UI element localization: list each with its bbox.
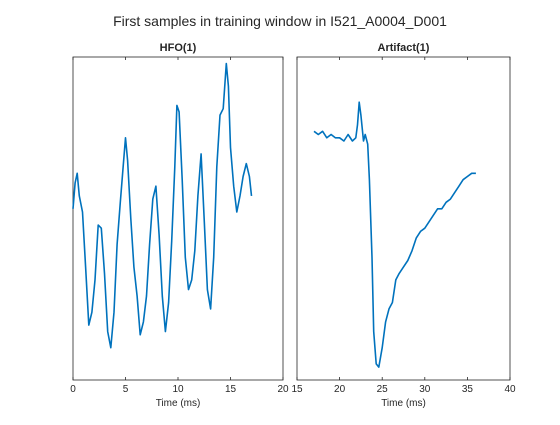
x-tick-label: 25 bbox=[377, 384, 389, 395]
x-tick-label: 40 bbox=[504, 384, 516, 395]
x-tick-label: 20 bbox=[334, 384, 346, 395]
series-line bbox=[72, 62, 253, 349]
x-tick-label: 30 bbox=[419, 384, 431, 395]
x-axis-label: Time (ms) bbox=[156, 398, 201, 409]
x-tick-label: 15 bbox=[225, 384, 237, 395]
subplot-title: Artifact(1) bbox=[378, 42, 430, 54]
series-line bbox=[313, 101, 476, 368]
axes-box bbox=[296, 56, 511, 381]
subplot-title: HFO(1) bbox=[160, 42, 197, 54]
figure-title: First samples in training window in I521… bbox=[113, 13, 447, 29]
axes-box bbox=[72, 56, 284, 381]
x-tick-label: 0 bbox=[70, 384, 76, 395]
x-tick-label: 15 bbox=[291, 384, 303, 395]
x-tick-label: 5 bbox=[123, 384, 129, 395]
x-tick-label: 35 bbox=[462, 384, 474, 395]
x-tick-label: 20 bbox=[277, 384, 289, 395]
x-axis-label: Time (ms) bbox=[381, 398, 426, 409]
x-tick-label: 10 bbox=[172, 384, 184, 395]
